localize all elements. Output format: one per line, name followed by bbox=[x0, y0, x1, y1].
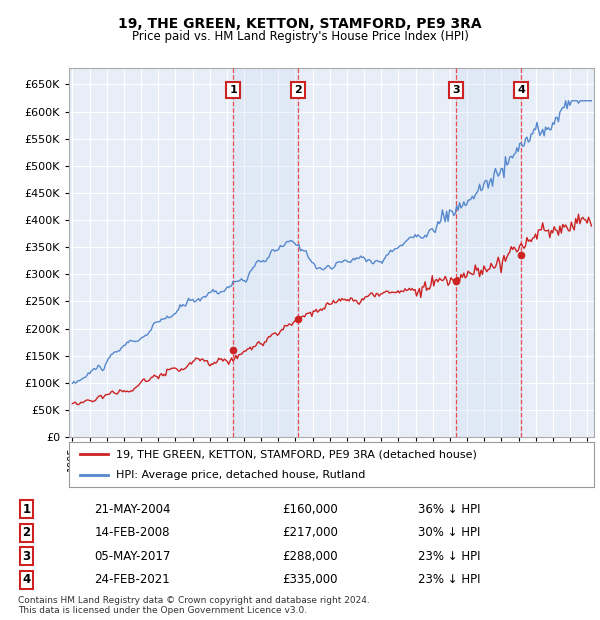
Text: 14-FEB-2008: 14-FEB-2008 bbox=[94, 526, 170, 539]
Bar bbox=[233, 68, 298, 437]
Text: Contains HM Land Registry data © Crown copyright and database right 2024.
This d: Contains HM Land Registry data © Crown c… bbox=[18, 596, 370, 615]
Text: 1: 1 bbox=[23, 503, 31, 516]
Bar bbox=[456, 68, 521, 437]
Text: 2: 2 bbox=[23, 526, 31, 539]
Text: 4: 4 bbox=[22, 573, 31, 586]
Text: £160,000: £160,000 bbox=[283, 503, 338, 516]
Text: 3: 3 bbox=[452, 85, 460, 95]
Text: 1: 1 bbox=[230, 85, 238, 95]
Text: £335,000: £335,000 bbox=[283, 573, 338, 586]
Text: 23% ↓ HPI: 23% ↓ HPI bbox=[418, 573, 480, 586]
Text: Price paid vs. HM Land Registry's House Price Index (HPI): Price paid vs. HM Land Registry's House … bbox=[131, 30, 469, 43]
Text: £217,000: £217,000 bbox=[283, 526, 338, 539]
Text: 24-FEB-2021: 24-FEB-2021 bbox=[94, 573, 170, 586]
Text: 36% ↓ HPI: 36% ↓ HPI bbox=[418, 503, 480, 516]
Text: 19, THE GREEN, KETTON, STAMFORD, PE9 3RA: 19, THE GREEN, KETTON, STAMFORD, PE9 3RA bbox=[118, 17, 482, 32]
Text: HPI: Average price, detached house, Rutland: HPI: Average price, detached house, Rutl… bbox=[116, 469, 365, 480]
Text: 23% ↓ HPI: 23% ↓ HPI bbox=[418, 550, 480, 563]
Text: 21-MAY-2004: 21-MAY-2004 bbox=[94, 503, 170, 516]
Text: £288,000: £288,000 bbox=[283, 550, 338, 563]
Text: 3: 3 bbox=[23, 550, 31, 563]
Text: 19, THE GREEN, KETTON, STAMFORD, PE9 3RA (detached house): 19, THE GREEN, KETTON, STAMFORD, PE9 3RA… bbox=[116, 449, 477, 459]
Text: 30% ↓ HPI: 30% ↓ HPI bbox=[418, 526, 480, 539]
Text: 2: 2 bbox=[293, 85, 301, 95]
Text: 05-MAY-2017: 05-MAY-2017 bbox=[94, 550, 170, 563]
Text: 4: 4 bbox=[517, 85, 525, 95]
